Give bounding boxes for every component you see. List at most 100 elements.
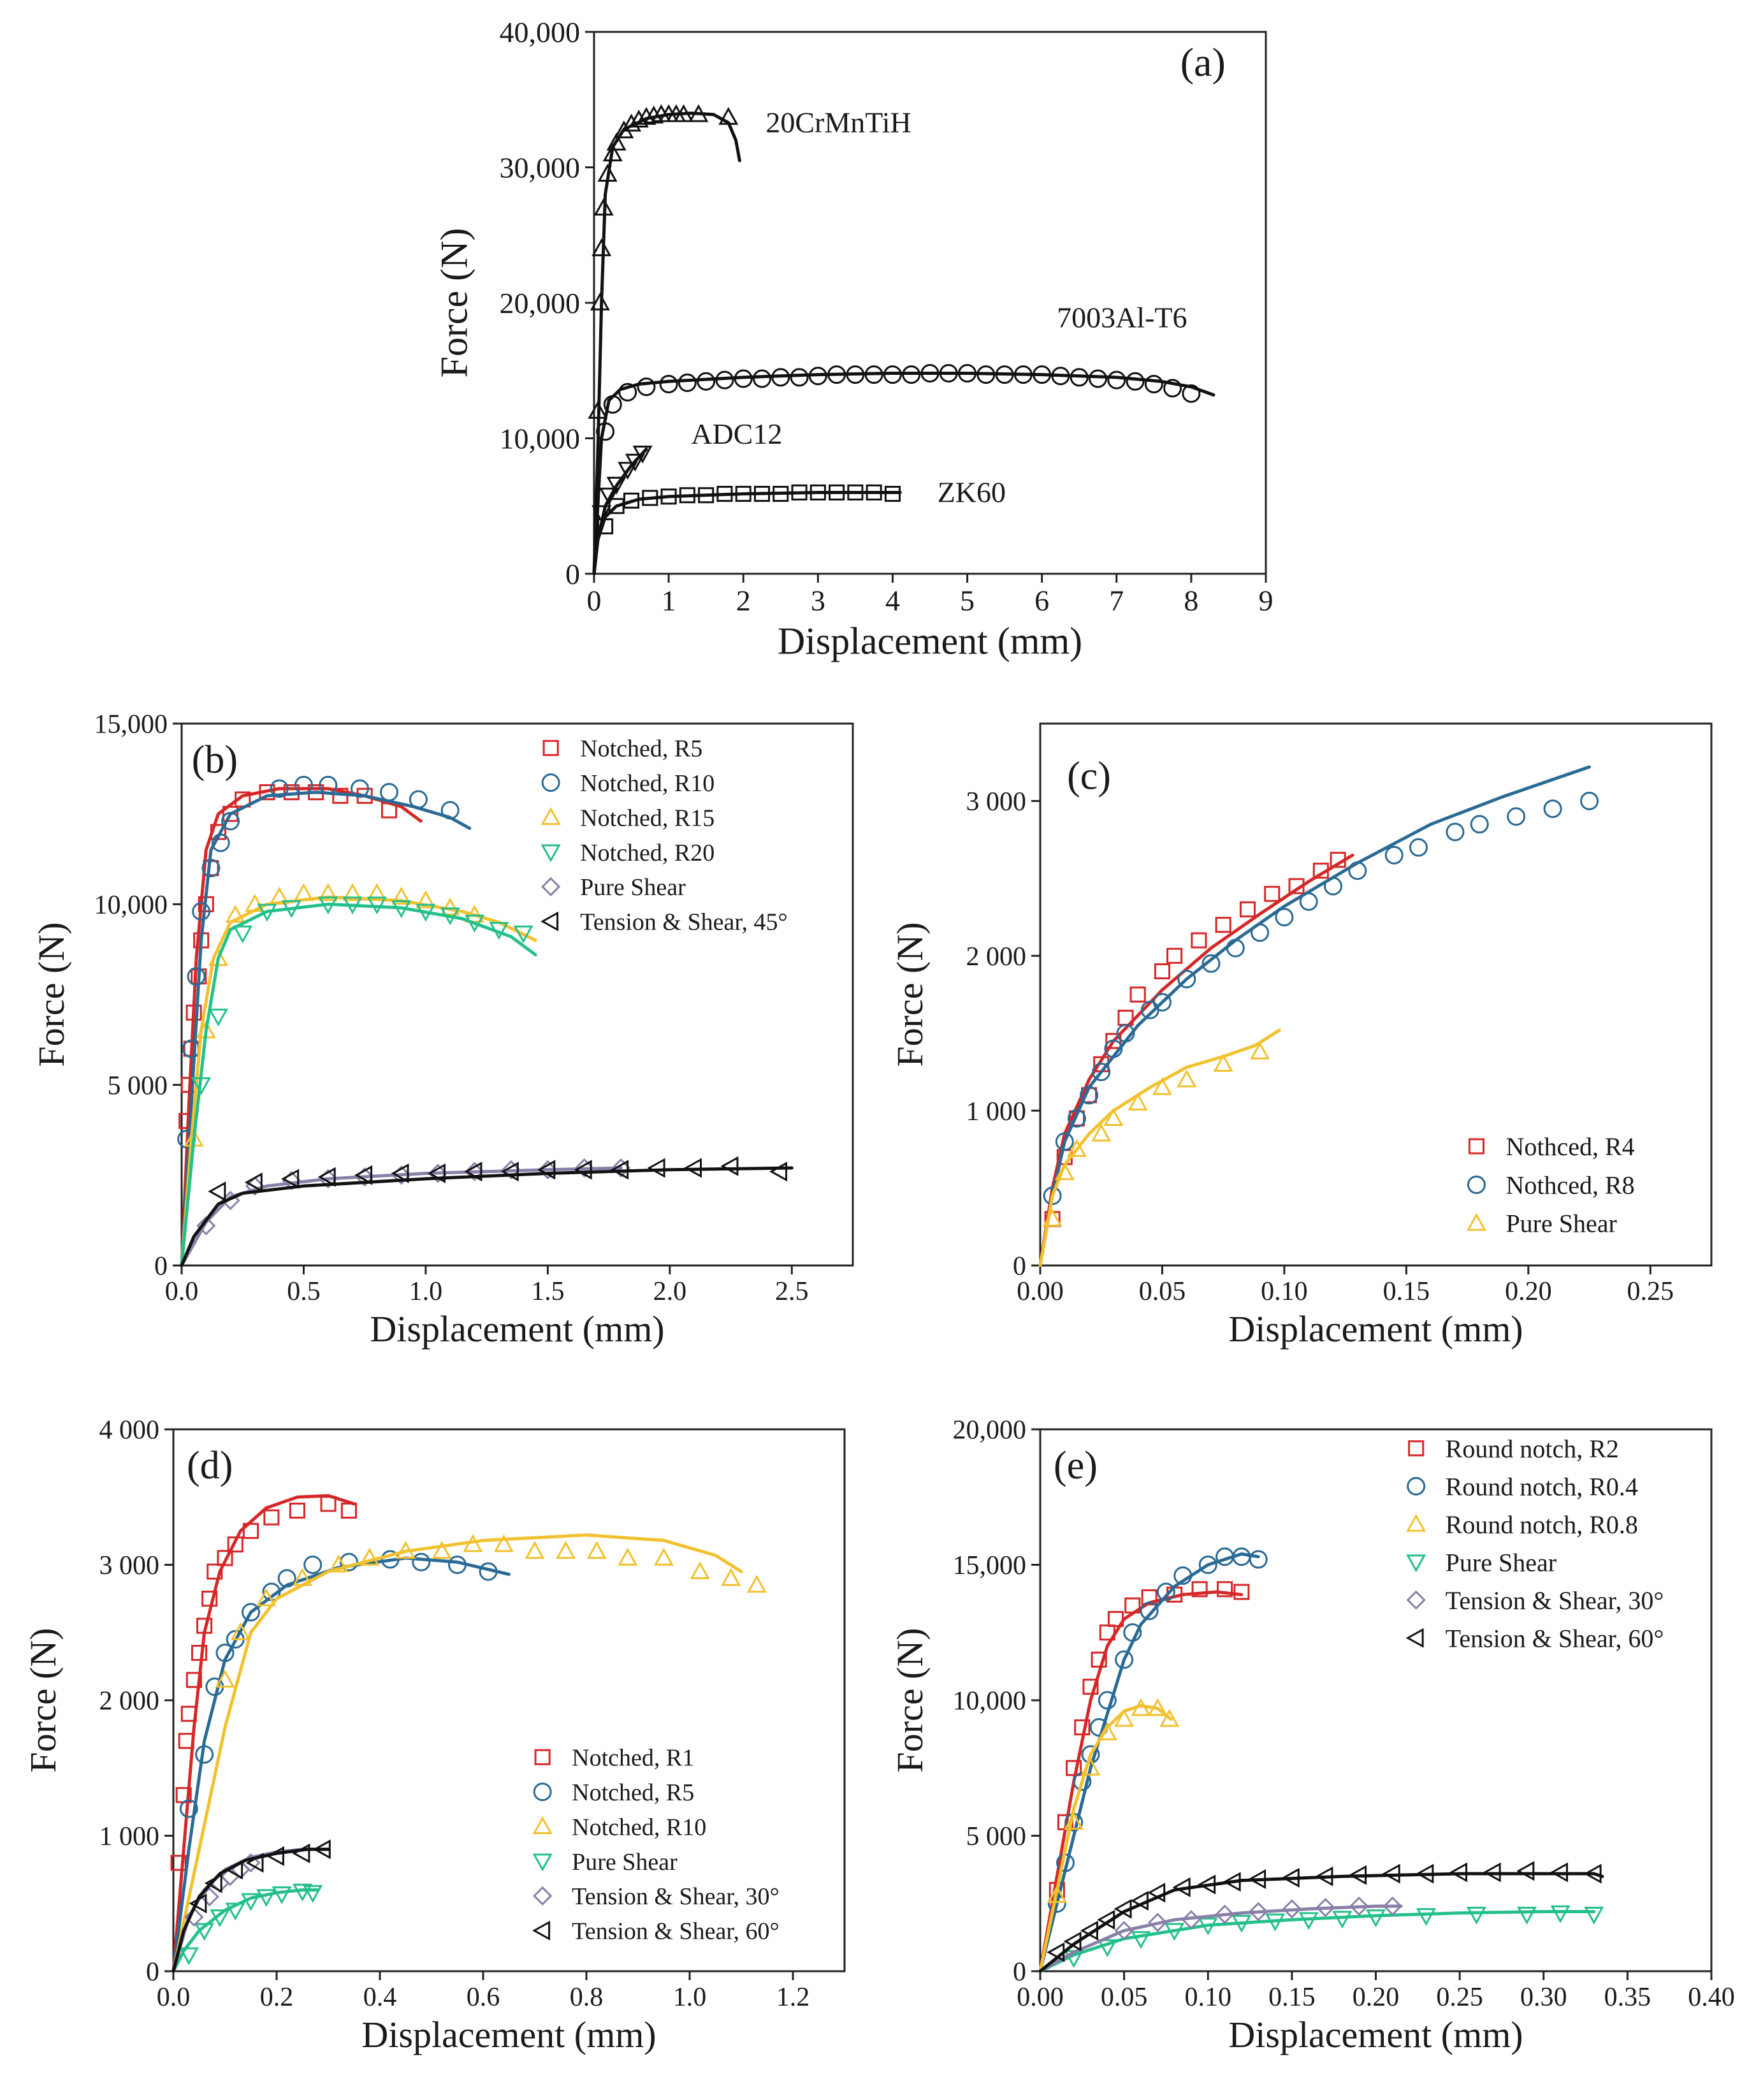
- panel-label: (b): [192, 738, 238, 782]
- data-point: [225, 1902, 245, 1921]
- data-point: [1584, 1906, 1604, 1925]
- data-point: [1330, 852, 1346, 868]
- y-tick-label: 0: [565, 558, 580, 590]
- data-point: [698, 487, 715, 504]
- data-point: [1239, 901, 1256, 917]
- data-point: [1213, 1054, 1233, 1072]
- x-tick-label: 0.05: [1139, 1277, 1186, 1306]
- x-tick-label: 2.0: [653, 1277, 687, 1306]
- data-point: [312, 1839, 331, 1860]
- data-point: [1549, 1862, 1568, 1883]
- series-7003al-t6: [592, 364, 1215, 575]
- data-point: [1163, 379, 1182, 398]
- data-point: [294, 775, 313, 794]
- x-tick-label: 1.2: [776, 1983, 810, 2012]
- data-point: [771, 368, 790, 387]
- data-point: [281, 900, 301, 919]
- panel-label: (a): [1180, 40, 1226, 85]
- legend-label: Round notch, R2: [1446, 1434, 1619, 1463]
- x-tick-label: 0.15: [1268, 1983, 1316, 2012]
- data-point: [391, 886, 412, 905]
- y-tick-label: 3 000: [99, 1551, 160, 1580]
- x-tick-label: 0.0: [157, 1983, 191, 2012]
- data-point: [1128, 1092, 1148, 1111]
- y-tick-label: 4 000: [99, 1416, 160, 1445]
- legend-item: Pure Shear: [532, 1849, 678, 1876]
- data-point: [178, 1733, 194, 1749]
- y-tick-label: 3 000: [966, 787, 1027, 817]
- data-point: [303, 1885, 323, 1903]
- data-point: [381, 1550, 400, 1569]
- data-point: [257, 903, 277, 922]
- data-point: [245, 894, 265, 912]
- x-tick-label: 0.6: [467, 1983, 500, 2012]
- data-point: [428, 1163, 448, 1183]
- series-line: [592, 372, 1215, 575]
- series-line: [180, 1166, 794, 1267]
- data-point: [1070, 368, 1089, 387]
- data-point: [866, 484, 882, 501]
- legend: Nothced, R4 Nothced, R8 Pure Shear: [1466, 1132, 1635, 1238]
- data-point: [269, 886, 289, 905]
- data-point: [603, 395, 622, 414]
- data-point: [1166, 947, 1183, 964]
- data-point: [211, 833, 230, 852]
- data-point: [1115, 1650, 1134, 1669]
- data-point: [489, 922, 509, 940]
- x-tick-label: 0.10: [1261, 1277, 1308, 1306]
- data-point: [1288, 878, 1305, 894]
- legend-item: Pure Shear: [1406, 1548, 1556, 1577]
- data-point: [272, 1886, 292, 1904]
- data-point: [1152, 993, 1172, 1012]
- legend-label: Notched, R5: [580, 736, 702, 762]
- y-tick-label: 10,000: [500, 423, 581, 455]
- plot-frame: [1039, 722, 1713, 1267]
- x-tick-label: 0.10: [1185, 1983, 1232, 2012]
- legend-item: Pure Shear: [1466, 1209, 1617, 1238]
- legend-label: Nothced, R8: [1506, 1170, 1634, 1199]
- legend-item: Round notch, R0.4: [1407, 1472, 1638, 1501]
- series-annotation: ADC12: [691, 418, 782, 450]
- series-round-notch-r0-4: [1038, 1547, 1268, 1972]
- data-point: [1332, 1911, 1353, 1929]
- data-point: [1051, 367, 1070, 386]
- data-point: [611, 1158, 631, 1178]
- data-point: [1516, 1861, 1535, 1881]
- legend-label: Notched, R15: [580, 805, 715, 831]
- data-point: [204, 1873, 222, 1893]
- data-point: [1312, 863, 1329, 879]
- data-point: [591, 505, 612, 523]
- legend-label: Notched, R10: [572, 1814, 706, 1841]
- legend-marker: [532, 1920, 551, 1941]
- legend-marker: [541, 911, 559, 931]
- data-point: [1154, 963, 1171, 980]
- data-point: [464, 914, 485, 933]
- data-point: [233, 925, 253, 944]
- data-point: [1089, 369, 1107, 388]
- data-point: [1107, 370, 1126, 390]
- x-tick-label: 0.40: [1688, 1983, 1735, 2012]
- data-point: [201, 1591, 218, 1607]
- legend-item: Nothced, R8: [1467, 1170, 1635, 1199]
- data-point: [227, 1536, 243, 1553]
- data-point: [395, 1541, 416, 1559]
- legend-label: Tension & Shear, 30°: [1446, 1586, 1664, 1615]
- data-point: [753, 369, 771, 388]
- data-point: [191, 1645, 208, 1661]
- data-point: [187, 967, 206, 986]
- data-point: [1250, 1041, 1270, 1060]
- data-point: [1147, 1883, 1166, 1903]
- data-point: [1323, 877, 1342, 896]
- data-point: [263, 1509, 280, 1526]
- legend-marker: [1405, 1628, 1424, 1648]
- series-pure-shear: [1038, 1905, 1604, 1972]
- legend-label: Round notch, R0.8: [1446, 1510, 1638, 1539]
- data-point: [196, 1216, 216, 1236]
- data-point: [1217, 1581, 1233, 1598]
- data-point: [1080, 1086, 1099, 1105]
- series-pure-shear: [171, 1883, 323, 1972]
- data-point: [1382, 1896, 1402, 1916]
- data-point: [1299, 892, 1318, 911]
- data-point: [679, 487, 695, 504]
- data-point: [618, 462, 638, 480]
